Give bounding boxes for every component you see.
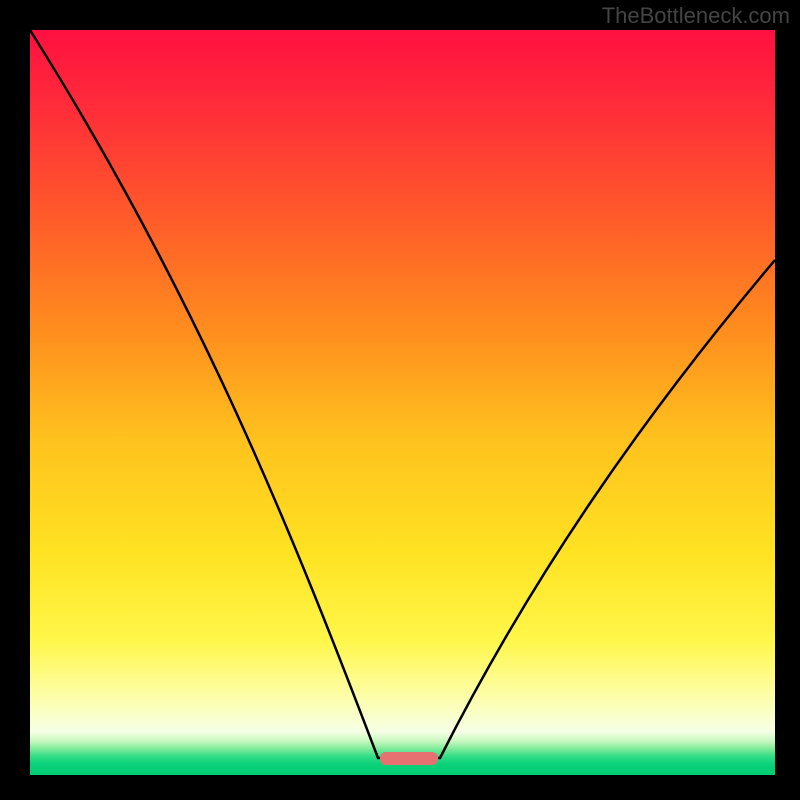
attribution-label: TheBottleneck.com (602, 3, 790, 29)
optimal-marker (380, 752, 438, 765)
chart-stage: TheBottleneck.com (0, 0, 800, 800)
plot-background (30, 30, 775, 775)
bottleneck-chart (0, 0, 800, 800)
